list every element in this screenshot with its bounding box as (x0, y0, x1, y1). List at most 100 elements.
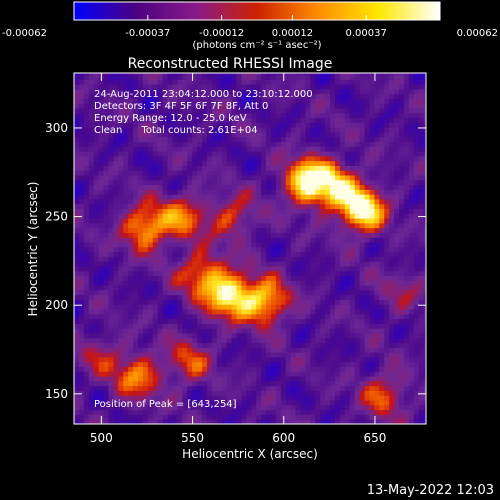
heatmap-cell (305, 395, 311, 401)
heatmap-cell (98, 122, 104, 128)
heatmap-cell (399, 74, 405, 80)
heatmap-cell (152, 84, 159, 90)
heatmap-cell (197, 179, 203, 186)
heatmap-cell (133, 419, 139, 424)
heatmap-cell (251, 266, 257, 272)
heatmap-cell (364, 294, 370, 300)
heatmap-cell (128, 361, 134, 367)
heatmap-cell (295, 151, 301, 157)
heatmap-cell (206, 179, 213, 186)
heatmap-cell (344, 289, 351, 296)
heatmap-cell (231, 237, 237, 243)
heatmap-cell (138, 160, 144, 166)
heatmap-cell (339, 218, 346, 224)
heatmap-cell (310, 136, 316, 143)
heatmap-cell (138, 270, 144, 277)
heatmap-cell (305, 222, 311, 229)
heatmap-cell (118, 400, 124, 406)
heatmap-cell (270, 270, 277, 277)
heatmap-cell (334, 184, 341, 190)
heatmap-cell (138, 395, 144, 401)
heatmap-cell (187, 79, 193, 85)
heatmap-cell (325, 136, 331, 143)
heatmap-cell (320, 242, 326, 248)
heatmap-cell (339, 112, 346, 119)
heatmap-cell (241, 175, 247, 181)
heatmap-cell (354, 213, 361, 219)
heatmap-cell (270, 98, 277, 104)
heatmap-cell (325, 218, 331, 224)
heatmap-cell (182, 237, 188, 243)
heatmap-cell (384, 246, 390, 253)
heatmap-cell (226, 404, 232, 411)
heatmap-cell (270, 256, 277, 262)
heatmap-cell (108, 218, 114, 224)
heatmap-cell (241, 309, 247, 315)
heatmap-cell (295, 352, 301, 358)
heatmap-cell (261, 232, 267, 238)
heatmap-cell (359, 294, 365, 300)
heatmap-cell (147, 289, 154, 296)
heatmap-cell (152, 146, 159, 152)
heatmap-cell (403, 419, 410, 424)
heatmap-cell (138, 179, 144, 186)
heatmap-cell (379, 361, 385, 367)
heatmap-cell (310, 117, 316, 123)
heatmap-cell (93, 74, 100, 80)
heatmap-cell (300, 251, 306, 257)
heatmap-cell (108, 194, 114, 200)
heatmap-cell (177, 179, 183, 186)
heatmap-cell (187, 203, 193, 210)
heatmap-cell (285, 280, 292, 286)
heatmap-cell (251, 366, 257, 372)
heatmap-cell (162, 313, 168, 320)
heatmap-cell (123, 400, 129, 406)
heatmap-cell (354, 400, 361, 406)
heatmap-cell (74, 189, 80, 195)
heatmap-cell (118, 122, 124, 128)
heatmap-cell (197, 285, 203, 291)
heatmap-cell (147, 246, 154, 253)
heatmap-cell (384, 222, 390, 229)
heatmap-cell (379, 179, 385, 186)
heatmap-cell (280, 299, 287, 305)
heatmap-cell (379, 103, 385, 109)
heatmap-cell (280, 242, 287, 248)
heatmap-cell (74, 155, 80, 162)
heatmap-cell (83, 419, 90, 424)
heatmap-cell (221, 179, 228, 186)
heatmap-cell (325, 376, 331, 382)
heatmap-cell (251, 261, 257, 267)
heatmap-cell (221, 256, 228, 262)
heatmap-cell (344, 74, 351, 80)
heatmap-cell (266, 328, 272, 334)
heatmap-cell (172, 93, 178, 99)
heatmap-cell (364, 395, 370, 401)
heatmap-cell (74, 242, 80, 248)
heatmap-cell (147, 366, 154, 372)
heatmap-cell (364, 299, 370, 305)
heatmap-cell (123, 136, 129, 143)
heatmap-cell (389, 337, 395, 344)
heatmap-cell (251, 376, 257, 382)
heatmap-cell (187, 380, 193, 387)
heatmap-cell (113, 112, 119, 119)
heatmap-cell (162, 266, 168, 272)
heatmap-cell (162, 117, 168, 123)
heatmap-cell (270, 404, 277, 411)
heatmap-cell (246, 404, 252, 411)
heatmap-cell (280, 400, 287, 406)
heatmap-cell (147, 404, 154, 411)
heatmap-cell (162, 251, 168, 257)
heatmap-cell (167, 361, 173, 367)
heatmap-cell (211, 256, 218, 262)
heatmap-cell (399, 333, 405, 339)
heatmap-cell (133, 73, 139, 75)
heatmap-cell (147, 93, 154, 99)
heatmap-cell (187, 179, 193, 186)
heatmap-cell (379, 227, 385, 233)
heatmap-cell (162, 74, 168, 80)
heatmap-cell (290, 309, 296, 315)
heatmap-cell (285, 289, 292, 296)
heatmap-cell (354, 256, 361, 262)
